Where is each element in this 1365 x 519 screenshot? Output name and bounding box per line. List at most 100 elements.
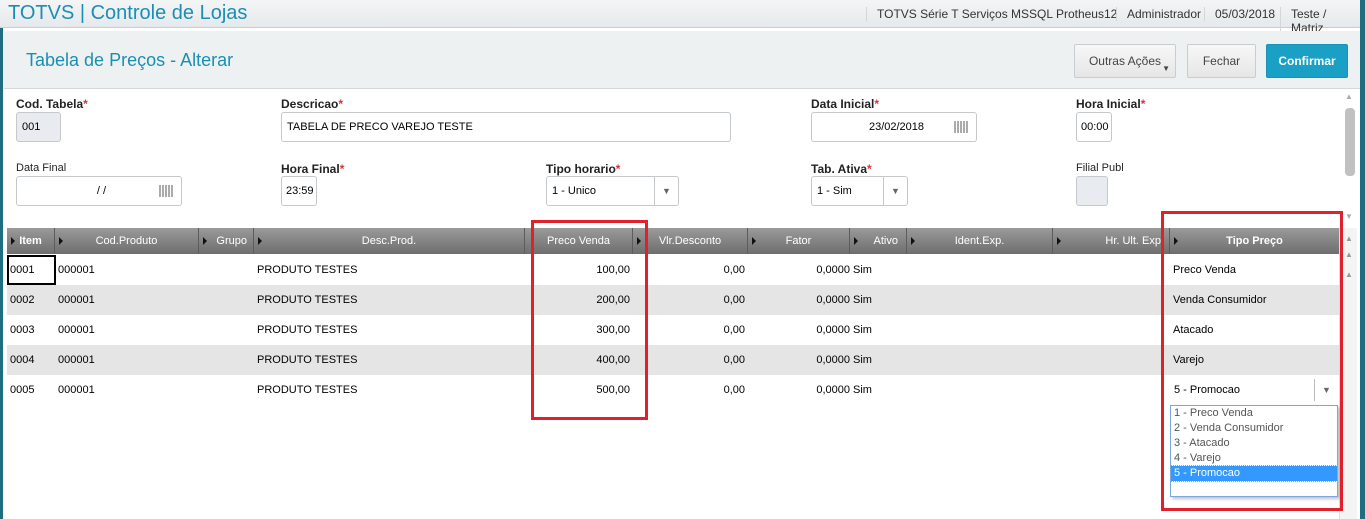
dropdown-option[interactable]: 3 - Atacado [1174,437,1230,449]
tipo-horario-select[interactable]: 1 - Unico ▼ [546,176,679,206]
column-header-desc-prod[interactable]: Desc.Prod. [254,228,525,254]
cell-grupo[interactable] [199,315,254,345]
cell-desc[interactable]: PRODUTO TESTES [257,354,358,366]
cell-grupo[interactable] [199,285,254,315]
cell-ident[interactable] [907,255,1053,285]
cell-hr[interactable] [1053,375,1170,405]
cell-desconto[interactable]: 0,00 [723,384,745,396]
cell-ativo[interactable]: Sim [853,384,872,396]
cell-preco[interactable]: 200,00 [596,294,630,306]
cell-preco[interactable]: 500,00 [596,384,630,396]
cell-desconto[interactable]: 0,00 [723,294,745,306]
cell-grupo[interactable] [199,255,254,285]
cell-ident[interactable] [907,285,1053,315]
cell-item[interactable]: 0001 [10,264,35,276]
cell-fator[interactable]: 0,0000 [816,354,850,366]
scroll-page-up-icon[interactable]: ▲ [1345,250,1353,259]
table-row[interactable]: 0001 000001 PRODUTO TESTES 100,00 0,00 0,0000… [7,255,1339,285]
cell-ativo[interactable]: Sim [853,324,872,336]
cell-hr[interactable] [1053,255,1170,285]
scroll-top-icon[interactable]: ▲ [1345,234,1353,243]
hora-inicial-field[interactable]: 00:00 [1076,112,1112,142]
cell-grupo[interactable] [199,375,254,405]
scroll-up-icon[interactable]: ▲ [1345,270,1353,279]
tab-ativa-select[interactable]: 1 - Sim ▼ [811,176,908,206]
confirm-button[interactable]: Confirmar [1266,44,1348,78]
scroll-thumb[interactable] [1345,108,1355,176]
cell-desconto[interactable]: 0,00 [723,324,745,336]
cell-ativo[interactable]: Sim [853,264,872,276]
table-row[interactable]: 0003 000001 PRODUTO TESTES 300,00 0,00 0,0000… [7,315,1339,345]
cell-grupo[interactable] [199,345,254,375]
column-header-hr-ult-exp[interactable]: Hr. Ult. Exp [1053,228,1170,254]
chevron-down-icon[interactable]: ▼ [883,177,907,205]
cell-ativo[interactable]: Sim [853,294,872,306]
cell-tipo[interactable]: Preco Venda [1173,264,1236,276]
column-header-item[interactable]: Item [7,228,55,254]
tipo-preco-select[interactable]: 5 - Promocao ▼ [1170,376,1338,404]
cell-item[interactable]: 0004 [10,354,35,366]
column-header-ativo[interactable]: Ativo [850,228,907,254]
dropdown-option[interactable]: 4 - Varejo [1174,452,1221,464]
column-header-ident-exp[interactable]: Ident.Exp. [907,228,1053,254]
scroll-up-icon[interactable]: ▲ [1345,92,1353,101]
column-header-grupo[interactable]: Grupo [199,228,254,254]
cell-ident[interactable] [907,375,1053,405]
cell-preco[interactable]: 100,00 [596,264,630,276]
cell-fator[interactable]: 0,0000 [816,264,850,276]
scroll-down-icon[interactable]: ▼ [1345,212,1353,221]
cell-tipo[interactable]: Varejo [1173,354,1204,366]
cell-tipo[interactable]: Venda Consumidor [1173,294,1267,306]
cell-item[interactable]: 0003 [10,324,35,336]
calendar-icon[interactable] [159,185,173,197]
column-header-preco-venda[interactable]: Preco Venda [525,228,633,254]
cell-desc[interactable]: PRODUTO TESTES [257,384,358,396]
data-final-field[interactable]: / / [16,176,182,206]
cell-preco[interactable]: 300,00 [596,324,630,336]
filial-publ-field[interactable] [1076,176,1108,206]
cell-desc[interactable]: PRODUTO TESTES [257,264,358,276]
table-row[interactable]: 0002 000001 PRODUTO TESTES 200,00 0,00 0,0000… [7,285,1339,315]
cell-desc[interactable]: PRODUTO TESTES [257,294,358,306]
column-header-cod-produto[interactable]: Cod.Produto [55,228,199,254]
grid-scrollbar[interactable]: ▲ ▲ ▲ [1339,228,1357,519]
cell-cod[interactable]: 000001 [58,384,95,396]
cell-desconto[interactable]: 0,00 [723,354,745,366]
column-header-vlr-desconto[interactable]: Vlr.Desconto [633,228,748,254]
cell-hr[interactable] [1053,315,1170,345]
data-inicial-field[interactable]: 23/02/2018 [811,112,977,142]
cell-hr[interactable] [1053,345,1170,375]
cell-hr[interactable] [1053,285,1170,315]
cell-item[interactable]: 0002 [10,294,35,306]
cell-tipo[interactable]: Atacado [1173,324,1214,336]
column-header-tipo-preco[interactable]: Tipo Preço [1170,228,1339,254]
close-button[interactable]: Fechar [1187,44,1256,78]
form-scrollbar[interactable]: ▲ ▼ [1343,92,1357,224]
cell-fator[interactable]: 0,0000 [816,324,850,336]
cell-cod[interactable]: 000001 [58,354,95,366]
dropdown-option[interactable]: 1 - Preco Venda [1174,407,1253,419]
cell-fator[interactable]: 0,0000 [816,294,850,306]
user-info[interactable]: Administrador [1116,7,1211,21]
descricao-field[interactable]: TABELA DE PRECO VAREJO TESTE [281,112,731,142]
column-header-fator[interactable]: Fator [748,228,850,254]
cell-cod[interactable]: 000001 [58,294,95,306]
cell-item[interactable]: 0005 [10,384,35,396]
table-row[interactable]: 0005 000001 PRODUTO TESTES 500,00 0,00 0,0000… [7,375,1339,405]
calendar-icon[interactable] [954,121,968,133]
other-actions-button[interactable]: Outras Ações ▼ [1074,44,1176,78]
cell-desconto[interactable]: 0,00 [723,264,745,276]
chevron-down-icon[interactable]: ▼ [1314,379,1338,401]
cell-ativo[interactable]: Sim [853,354,872,366]
cell-fator[interactable]: 0,0000 [816,384,850,396]
dropdown-option[interactable]: 2 - Venda Consumidor [1174,422,1284,434]
cod-tabela-field[interactable]: 001 [16,112,61,142]
cell-desc[interactable]: PRODUTO TESTES [257,324,358,336]
cell-ident[interactable] [907,315,1053,345]
table-row[interactable]: 0004 000001 PRODUTO TESTES 400,00 0,00 0,0000… [7,345,1339,375]
cell-cod[interactable]: 000001 [58,324,95,336]
cell-cod[interactable]: 000001 [58,264,95,276]
cell-preco[interactable]: 400,00 [596,354,630,366]
dropdown-option[interactable]: 5 - Promocao [1170,465,1338,482]
chevron-down-icon[interactable]: ▼ [654,177,678,205]
